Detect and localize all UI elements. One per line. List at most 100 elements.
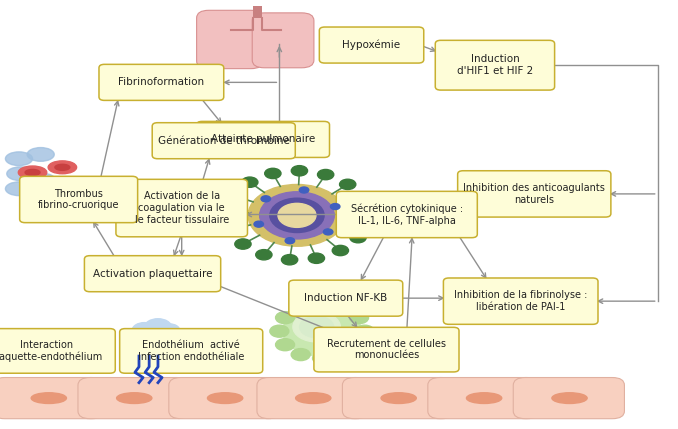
- FancyBboxPatch shape: [252, 13, 314, 68]
- Circle shape: [283, 306, 361, 356]
- FancyBboxPatch shape: [197, 10, 263, 69]
- Text: Induction
d'HIF1 et HIF 2: Induction d'HIF1 et HIF 2: [457, 54, 533, 76]
- Circle shape: [313, 298, 332, 310]
- FancyBboxPatch shape: [458, 171, 611, 217]
- FancyBboxPatch shape: [257, 378, 368, 419]
- Circle shape: [144, 319, 172, 336]
- Text: Inhibition des anticoagulants
naturels: Inhibition des anticoagulants naturels: [463, 183, 605, 205]
- FancyBboxPatch shape: [84, 256, 221, 292]
- Circle shape: [275, 311, 294, 323]
- Circle shape: [285, 238, 295, 244]
- Ellipse shape: [27, 148, 54, 161]
- Circle shape: [293, 312, 340, 342]
- Ellipse shape: [43, 189, 72, 202]
- Text: Endothélium  activé
Infection endothéliale: Endothélium activé Infection endothélial…: [138, 340, 244, 362]
- Circle shape: [261, 196, 271, 202]
- Circle shape: [291, 302, 311, 314]
- Circle shape: [132, 323, 157, 338]
- Circle shape: [281, 254, 298, 265]
- Circle shape: [332, 245, 348, 256]
- FancyBboxPatch shape: [513, 378, 624, 419]
- Ellipse shape: [207, 393, 243, 403]
- Circle shape: [308, 253, 325, 263]
- Circle shape: [226, 190, 242, 201]
- Circle shape: [323, 229, 333, 235]
- Circle shape: [350, 233, 366, 243]
- Circle shape: [299, 187, 308, 193]
- Text: Recrutement de cellules
mononuclées: Recrutement de cellules mononuclées: [327, 339, 446, 360]
- Circle shape: [350, 339, 369, 351]
- Circle shape: [359, 210, 376, 221]
- Ellipse shape: [296, 393, 331, 403]
- Circle shape: [275, 339, 294, 351]
- FancyBboxPatch shape: [119, 329, 262, 373]
- Circle shape: [264, 168, 281, 178]
- FancyBboxPatch shape: [99, 64, 224, 100]
- Circle shape: [270, 325, 289, 337]
- Circle shape: [330, 203, 340, 209]
- Circle shape: [278, 203, 316, 227]
- Ellipse shape: [18, 166, 47, 179]
- Bar: [253, 6, 262, 18]
- Ellipse shape: [28, 173, 56, 187]
- FancyBboxPatch shape: [0, 378, 104, 419]
- Circle shape: [300, 316, 334, 338]
- Text: Sécrétion cytokinique :
IL-1, IL-6, TNF-alpha: Sécrétion cytokinique : IL-1, IL-6, TNF-…: [351, 203, 463, 226]
- Circle shape: [334, 349, 353, 361]
- FancyBboxPatch shape: [78, 378, 189, 419]
- FancyBboxPatch shape: [169, 378, 280, 419]
- Ellipse shape: [50, 192, 65, 198]
- Ellipse shape: [30, 192, 45, 198]
- FancyBboxPatch shape: [152, 123, 296, 159]
- FancyBboxPatch shape: [428, 378, 539, 419]
- FancyBboxPatch shape: [197, 121, 330, 157]
- Text: Activation plaquettaire: Activation plaquettaire: [93, 269, 212, 279]
- Circle shape: [138, 330, 157, 342]
- Circle shape: [354, 193, 370, 204]
- Ellipse shape: [45, 181, 60, 187]
- FancyBboxPatch shape: [319, 27, 424, 63]
- Circle shape: [151, 329, 172, 343]
- Ellipse shape: [5, 152, 33, 166]
- Ellipse shape: [381, 393, 416, 403]
- Text: Génération de thrombine: Génération de thrombine: [158, 136, 290, 146]
- Circle shape: [254, 221, 264, 227]
- Ellipse shape: [466, 393, 502, 403]
- FancyBboxPatch shape: [20, 176, 138, 223]
- FancyBboxPatch shape: [0, 329, 115, 373]
- FancyBboxPatch shape: [336, 191, 477, 238]
- Ellipse shape: [7, 167, 34, 181]
- Text: Hypoxémie: Hypoxémie: [342, 40, 401, 50]
- Ellipse shape: [39, 178, 67, 191]
- Circle shape: [317, 169, 334, 180]
- Ellipse shape: [55, 164, 70, 170]
- Ellipse shape: [25, 169, 40, 175]
- Circle shape: [359, 216, 375, 227]
- Circle shape: [256, 250, 272, 260]
- Circle shape: [260, 192, 334, 239]
- Circle shape: [235, 239, 251, 249]
- FancyBboxPatch shape: [443, 278, 598, 324]
- Ellipse shape: [31, 393, 66, 403]
- Text: Interaction
plaquette-endothélium: Interaction plaquette-endothélium: [0, 340, 102, 362]
- Text: Thrombus
fibrino-cruorique: Thrombus fibrino-cruorique: [38, 189, 119, 210]
- Circle shape: [292, 166, 308, 176]
- Circle shape: [340, 179, 356, 190]
- Ellipse shape: [48, 161, 77, 174]
- Ellipse shape: [552, 393, 587, 403]
- FancyBboxPatch shape: [435, 40, 555, 90]
- Ellipse shape: [5, 182, 33, 196]
- FancyBboxPatch shape: [289, 280, 403, 316]
- Circle shape: [241, 177, 258, 187]
- Circle shape: [313, 352, 332, 364]
- Circle shape: [248, 184, 346, 246]
- Circle shape: [218, 207, 235, 218]
- Circle shape: [350, 311, 369, 323]
- Circle shape: [355, 325, 374, 337]
- Text: Inhibition de la fibrinolyse :
libération de PAI-1: Inhibition de la fibrinolyse : libératio…: [454, 290, 587, 312]
- Text: Induction NF-KB: Induction NF-KB: [304, 293, 387, 303]
- Text: Activation de la
coagulation via le
le facteur tissulaire: Activation de la coagulation via le le f…: [134, 191, 229, 225]
- Circle shape: [291, 349, 311, 361]
- Ellipse shape: [23, 189, 52, 202]
- FancyBboxPatch shape: [116, 179, 247, 237]
